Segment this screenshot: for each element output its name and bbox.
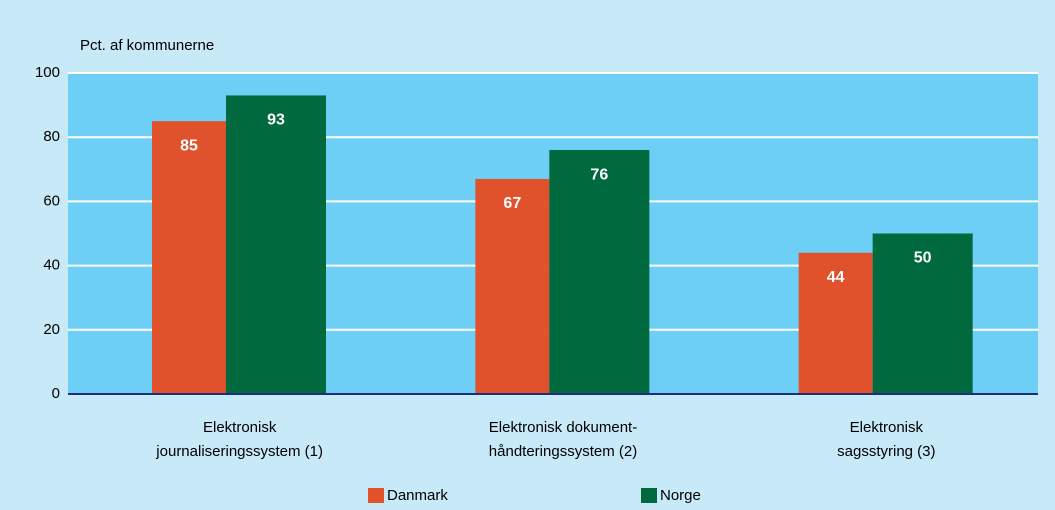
x-tick-label-line: Elektronisk dokument-	[489, 419, 637, 436]
x-tick-label-line: Elektronisk	[203, 419, 277, 436]
x-tick-label: Elektronisk sagsstyring (3)	[837, 419, 935, 460]
value-label: 76	[590, 166, 608, 183]
legend-label: Danmark	[387, 487, 448, 504]
x-tick-label: Elektronisk dokument-håndteringssystem (…	[489, 419, 637, 460]
bar	[152, 121, 226, 395]
legend-swatch	[641, 488, 657, 503]
value-label: 67	[503, 195, 521, 212]
x-tick-label-line: Elektronisk	[850, 419, 924, 436]
y-axis-label: Pct. af kommunerne	[80, 37, 214, 54]
x-tick-label-line: håndteringssystem (2)	[489, 443, 637, 460]
legend-label: Norge	[660, 487, 701, 504]
y-tick-label: 80	[43, 128, 60, 145]
x-tick-label-line: journaliseringssystem (1)	[155, 443, 323, 460]
legend-swatch	[368, 488, 384, 503]
bar	[226, 95, 326, 394]
bar	[475, 178, 550, 394]
x-tick-label-line: sagsstyring (3)	[837, 443, 935, 460]
value-label: 50	[914, 250, 932, 267]
bar	[872, 233, 973, 394]
y-tick-label: 0	[52, 385, 60, 402]
bar	[549, 150, 650, 394]
value-label: 85	[180, 137, 198, 154]
x-tick-label: Elektronisk journaliseringssystem (1)	[155, 419, 323, 460]
y-tick-label: 20	[43, 321, 60, 338]
value-label: 44	[827, 269, 845, 286]
y-tick-label: 100	[35, 64, 60, 81]
value-label: 93	[267, 112, 285, 129]
y-tick-label: 60	[43, 192, 60, 209]
bar	[798, 252, 873, 394]
y-tick-label: 40	[43, 257, 60, 274]
